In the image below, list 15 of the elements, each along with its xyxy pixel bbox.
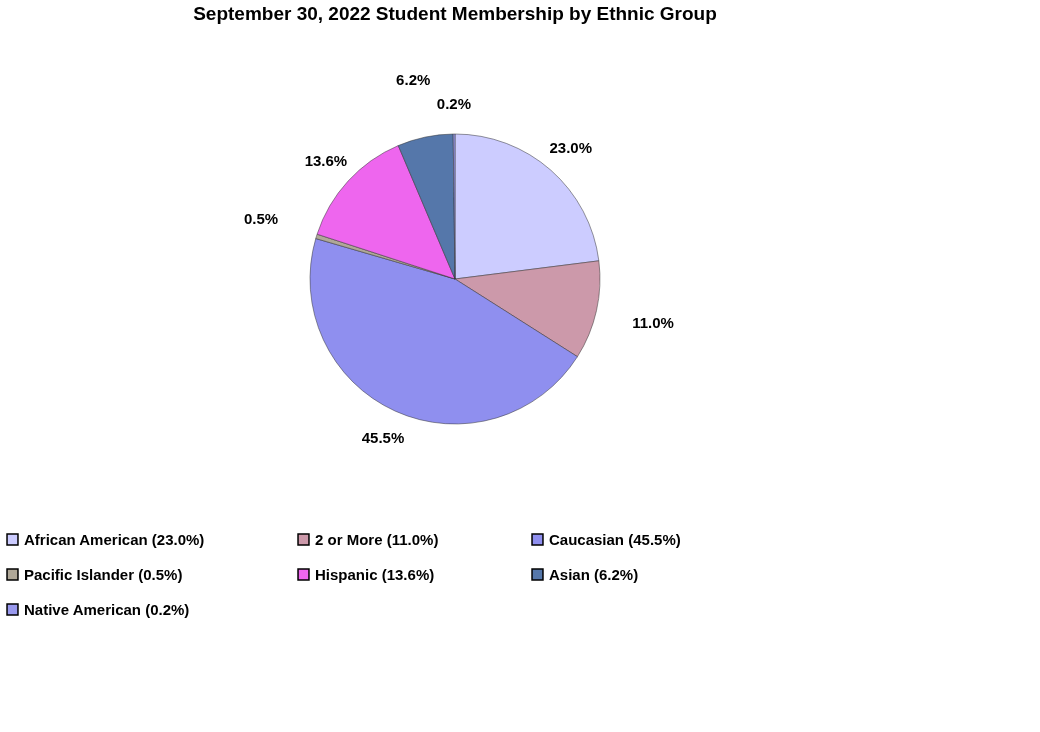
legend-label: Pacific Islander (0.5%) — [24, 565, 183, 583]
legend-label: Native American (0.2%) — [24, 600, 190, 618]
legend-label: Caucasian (45.5%) — [549, 530, 681, 548]
legend-label: 2 or More (11.0%) — [315, 530, 439, 548]
legend-label: Asian (6.2%) — [549, 565, 639, 583]
data-label: 0.5% — [243, 210, 279, 228]
data-label: 0.2% — [436, 95, 471, 112]
data-label: 13.6% — [304, 151, 348, 169]
data-label: 11.0% — [632, 314, 674, 332]
data-label: 6.2% — [396, 71, 431, 89]
chart-title: September 30, 2022 Student Membership by Ethnic Group — [193, 3, 717, 24]
legend-label: Hispanic (13.6%) — [315, 565, 435, 583]
data-label: 23.0% — [549, 138, 592, 156]
data-label: 45.5% — [361, 429, 405, 447]
legend-label: African American (23.0%) — [24, 530, 205, 548]
